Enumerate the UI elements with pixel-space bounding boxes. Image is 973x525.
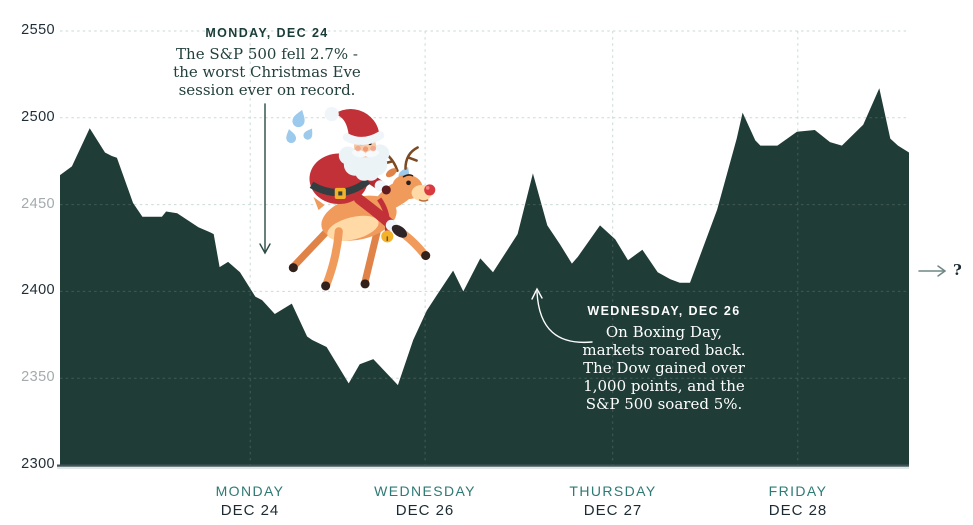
annotation-title: MONDAY, DEC 24 xyxy=(205,26,329,40)
y-tick-2550: 2550 xyxy=(21,22,55,38)
y-tick-2400: 2400 xyxy=(21,282,55,298)
x-label-thursday: THURSDAY DEC 27 xyxy=(528,483,698,519)
future-arrow xyxy=(918,265,947,277)
annotation-line: markets roared back. xyxy=(582,341,746,359)
y-tick-2500: 2500 xyxy=(21,109,55,125)
x-label-monday: MONDAY DEC 24 xyxy=(165,483,335,519)
sp500-area-series xyxy=(60,88,909,466)
annotation-line: The S&P 500 fell 2.7% - xyxy=(176,45,358,63)
wednesday-annotation: WEDNESDAY, DEC 26 On Boxing Day, markets… xyxy=(578,304,750,413)
annotation-title: WEDNESDAY, DEC 26 xyxy=(587,304,741,318)
monday-annotation-arrow xyxy=(259,103,271,255)
annotation-line: the worst Christmas Eve xyxy=(173,63,361,81)
x-axis-baseline xyxy=(57,464,909,469)
annotation-line: session ever on record. xyxy=(178,81,356,99)
annotation-line: The Dow gained over xyxy=(583,359,745,377)
y-tick-2300: 2300 xyxy=(21,456,55,472)
annotation-line: S&P 500 soared 5%. xyxy=(585,395,743,413)
x-label-date: DEC 27 xyxy=(583,502,643,519)
santa xyxy=(309,107,408,238)
monday-annotation: MONDAY, DEC 24 The S&P 500 fell 2.7% - t… xyxy=(160,26,374,99)
x-label-day: FRIDAY xyxy=(768,483,828,499)
santa-hat-icon xyxy=(333,109,380,139)
wednesday-annotation-arrow xyxy=(531,287,593,344)
santa-reindeer-illustration xyxy=(286,107,436,291)
x-label-day: WEDNESDAY xyxy=(374,483,476,499)
reindeer xyxy=(288,146,436,291)
x-label-date: DEC 26 xyxy=(395,502,455,519)
beard-icon xyxy=(338,144,390,181)
annotation-line: On Boxing Day, xyxy=(605,323,723,341)
annotation-line: 1,000 points, and the xyxy=(583,377,745,395)
x-label-wednesday: WEDNESDAY DEC 26 xyxy=(340,483,510,519)
x-label-date: DEC 24 xyxy=(220,502,280,519)
future-question-mark: ? xyxy=(953,261,962,279)
x-label-date: DEC 28 xyxy=(768,502,828,519)
y-tick-2450: 2450 xyxy=(21,196,55,212)
y-tick-2350: 2350 xyxy=(21,369,55,385)
x-label-day: THURSDAY xyxy=(569,483,657,499)
x-label-day: MONDAY xyxy=(215,483,285,499)
x-label-friday: FRIDAY DEC 28 xyxy=(713,483,883,519)
